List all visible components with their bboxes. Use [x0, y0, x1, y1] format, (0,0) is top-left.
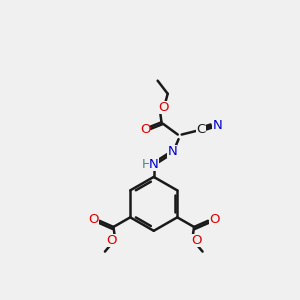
Text: H: H	[142, 158, 152, 171]
Text: N: N	[212, 119, 222, 132]
Text: O: O	[140, 123, 151, 136]
Text: O: O	[209, 213, 220, 226]
Text: C: C	[196, 123, 206, 136]
Text: O: O	[158, 101, 168, 114]
Text: O: O	[88, 213, 99, 226]
Text: O: O	[106, 233, 116, 247]
Text: N: N	[149, 158, 159, 171]
Text: N: N	[167, 145, 177, 158]
Text: O: O	[191, 233, 202, 247]
